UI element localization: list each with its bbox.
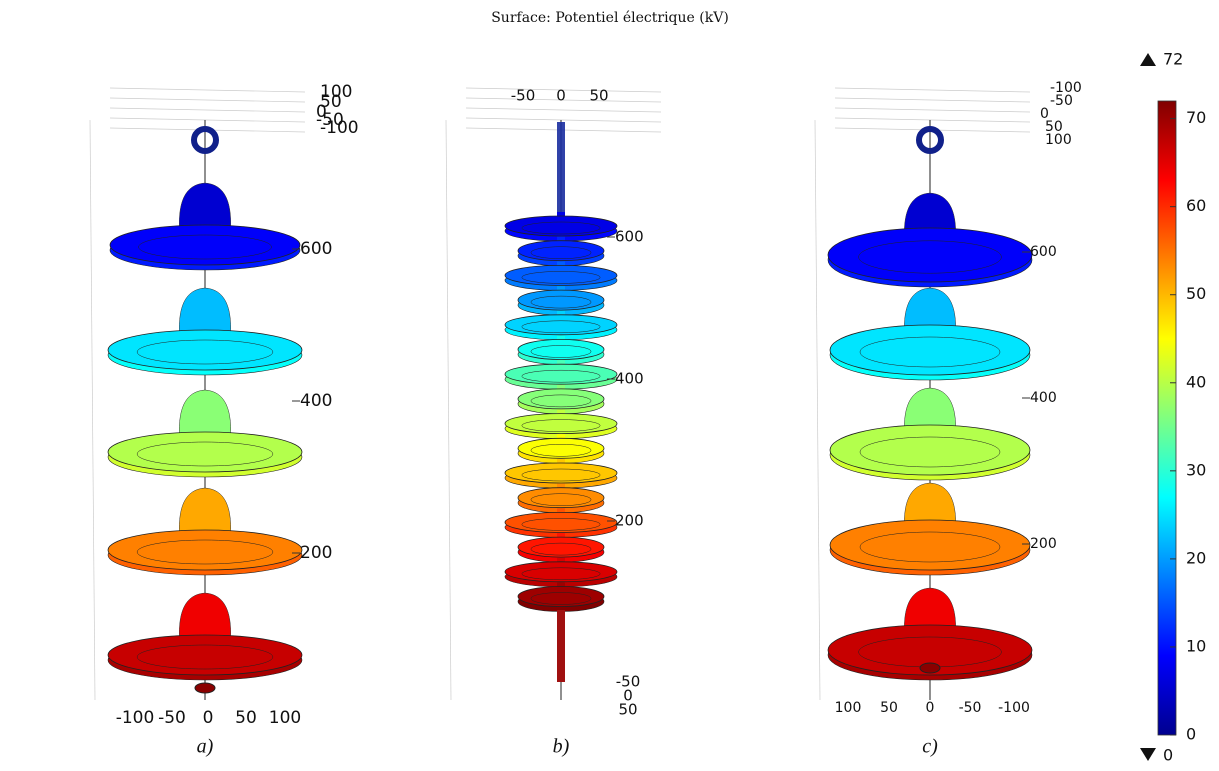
grid-line <box>835 108 1030 112</box>
bottom-tick-label: -50 <box>158 708 186 728</box>
bottom-tick-label: 50 <box>880 700 898 716</box>
colorbar-tick-label: 40 <box>1186 372 1206 391</box>
colorbar-tick-label: 50 <box>1186 284 1206 303</box>
bottom-tick-label: -50 <box>959 700 982 716</box>
bottom-tick-label: 0 <box>203 708 214 728</box>
z-tick-label: 200 <box>615 512 644 530</box>
colorbar-tick-label: 70 <box>1186 108 1206 127</box>
colorbar-tick-label: 20 <box>1186 548 1206 567</box>
shed <box>518 340 604 360</box>
z-tick-label: 400 <box>615 370 644 388</box>
depth-tick-label: 0 <box>556 87 566 105</box>
z-tick-label: 200 <box>300 543 332 563</box>
end-rod <box>557 610 565 682</box>
panel-caption: b) <box>553 736 570 758</box>
grid-line <box>466 118 661 122</box>
shed <box>830 520 1030 570</box>
shed <box>518 587 604 607</box>
grid-line <box>110 118 305 122</box>
end-fitting <box>195 683 215 693</box>
shed <box>830 425 1030 475</box>
grid-line <box>110 108 305 112</box>
panel-caption: c) <box>922 736 938 758</box>
depth-tick-label: -50 <box>511 87 536 105</box>
colorbar-tick-label: 30 <box>1186 460 1206 479</box>
z-tick-label: 400 <box>300 391 332 411</box>
bottom-tick-label: -100 <box>998 700 1030 716</box>
figure-title: Surface: Potentiel électrique (kV) <box>491 10 729 26</box>
grid-line <box>110 88 305 92</box>
shed <box>505 463 617 483</box>
colorbar-tick-label: 10 <box>1186 636 1206 655</box>
shed <box>518 488 604 508</box>
end-fitting <box>920 663 940 673</box>
colorbar-max: 72 <box>1163 50 1183 69</box>
z-tick-label: 600 <box>1030 244 1057 260</box>
z-tick-label: 200 <box>1030 536 1057 552</box>
colorbar-tick-label: 0 <box>1186 725 1196 744</box>
grid-line <box>815 120 820 700</box>
shed <box>505 364 617 384</box>
shed <box>518 290 604 310</box>
bottom-tick-label: 0 <box>926 700 935 716</box>
max-marker <box>1140 53 1156 66</box>
grid-line <box>466 108 661 112</box>
grid-line <box>835 118 1030 122</box>
colorbar <box>1158 101 1176 735</box>
grid-line <box>110 98 305 102</box>
grid-line <box>90 120 95 700</box>
panel-caption: a) <box>197 736 214 758</box>
shed <box>830 325 1030 375</box>
shed <box>505 216 617 236</box>
min-marker <box>1140 748 1156 761</box>
bottom-tick-label: -100 <box>116 708 155 728</box>
bottom-tick-label: 100 <box>269 708 301 728</box>
figure: Surface: Potentiel électrique (kV) 10050… <box>0 0 1219 771</box>
bottom-tick-label: 100 <box>835 700 862 716</box>
z-tick-label: 600 <box>300 239 332 259</box>
grid-line <box>835 88 1030 92</box>
depth-tick-label: -100 <box>320 118 359 138</box>
depth-tick-label: 100 <box>1045 132 1072 148</box>
shed <box>828 228 1032 282</box>
colorbar-tick-label: 60 <box>1186 196 1206 215</box>
depth-tick-label: -50 <box>1050 93 1073 109</box>
shed <box>505 414 617 434</box>
shed <box>505 562 617 582</box>
shed <box>505 265 617 285</box>
grid-line <box>446 120 451 700</box>
depth-tick-label: 50 <box>589 87 608 105</box>
colorbar-min: 0 <box>1163 746 1173 765</box>
shed <box>518 389 604 409</box>
bottom-tick-label: 50 <box>618 701 637 719</box>
panels: 100500-50-100600400200-100-50050100a)-50… <box>90 80 1082 758</box>
shed <box>518 537 604 557</box>
bottom-tick-label: 50 <box>235 708 257 728</box>
grid-line <box>835 98 1030 102</box>
shed <box>518 241 604 261</box>
shed <box>518 438 604 458</box>
z-tick-label: 400 <box>1030 390 1057 406</box>
shed <box>505 315 617 335</box>
shed <box>505 512 617 532</box>
z-tick-label: 600 <box>615 228 644 246</box>
